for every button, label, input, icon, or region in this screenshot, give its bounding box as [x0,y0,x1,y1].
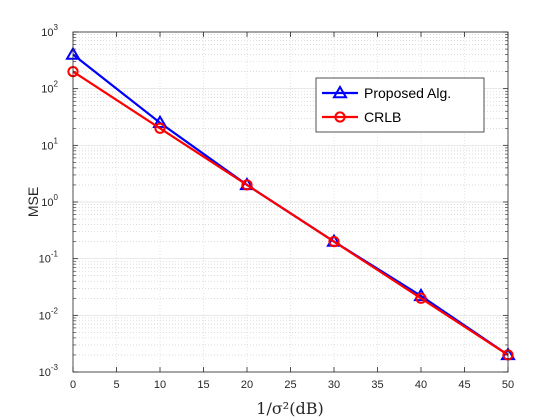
x-tick-label: 50 [502,379,514,391]
y-tick-label: 10-2 [39,306,59,322]
data-point-circle [154,122,166,134]
y-tick-label: 10-3 [39,363,59,379]
legend: Proposed Alg. CRLB [315,77,485,133]
x-tick-label: 0 [70,379,76,391]
legend-marker-triangle [332,85,348,99]
data-point-circle [241,179,253,191]
legend-item: Proposed Alg. [322,85,451,101]
data-point-circle [328,236,340,248]
series-crlb [67,66,514,361]
x-tick-label: 30 [328,379,340,391]
x-tick-label: 45 [458,379,470,391]
grid [72,31,509,373]
x-tick-label: 40 [415,379,427,391]
x-tick-label: 35 [371,379,383,391]
y-tick-labels: 103 102 101 100 10-1 10-2 10-3 [39,23,59,379]
x-tick-label: 25 [284,379,296,391]
x-axis-label: 1/σ²(dB) [256,399,323,418]
legend-marker-circle [334,111,346,123]
series [65,46,516,361]
y-tick-label: 10-1 [39,250,59,266]
legend-label: CRLB [364,109,401,125]
y-axis-label: MSE [25,187,41,217]
y-tick-label: 103 [41,23,58,39]
x-tick-label: 20 [241,379,253,391]
legend-item: CRLB [322,109,401,125]
ticks [72,31,509,373]
x-tick-labels: 0 5 10 15 20 25 30 35 40 45 50 [70,379,514,391]
x-tick-label: 15 [197,379,209,391]
x-tick-label: 5 [113,379,119,391]
y-tick-label: 101 [41,136,58,152]
x-tick-label: 10 [154,379,166,391]
y-tick-label: 100 [41,193,58,209]
series-line [72,70,509,356]
legend-box [315,77,485,133]
data-point-circle [415,292,427,304]
y-tick-label: 102 [41,80,58,96]
legend-label: Proposed Alg. [364,85,451,101]
